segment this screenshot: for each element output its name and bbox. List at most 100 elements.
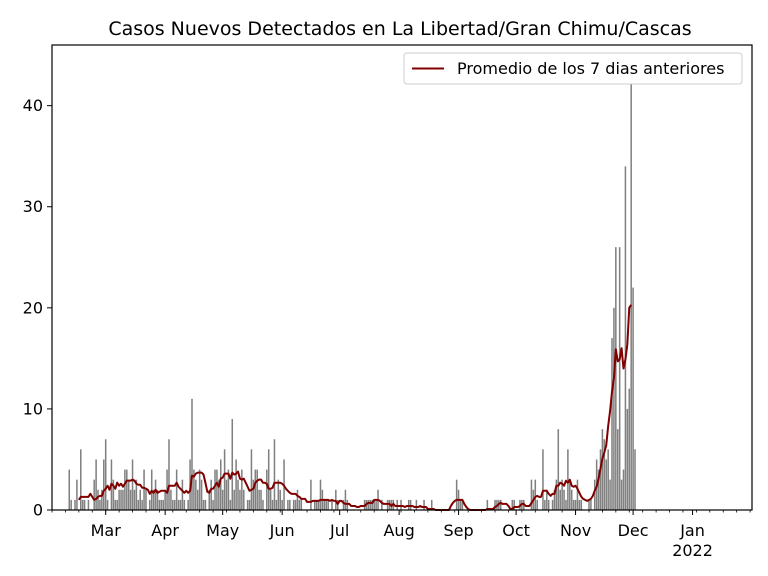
bar	[97, 489, 99, 510]
bar	[145, 489, 147, 510]
average-line	[78, 304, 633, 511]
bar	[137, 499, 140, 510]
bar	[298, 499, 301, 510]
bar	[129, 489, 132, 510]
x-tick-label: May	[206, 521, 239, 540]
bar	[200, 479, 203, 510]
bar	[74, 499, 76, 510]
bar	[83, 499, 86, 510]
bar	[267, 449, 270, 510]
bar	[325, 499, 328, 510]
bar	[139, 489, 141, 510]
bar	[371, 499, 374, 510]
legend: Promedio de los 7 dias anteriores	[403, 52, 743, 85]
bar	[218, 479, 220, 510]
bar	[233, 489, 235, 510]
bar	[103, 459, 105, 510]
bar	[133, 489, 136, 510]
bar	[99, 499, 101, 510]
bar	[415, 499, 418, 510]
bar	[547, 499, 550, 510]
bar	[271, 499, 274, 510]
bar	[593, 479, 596, 510]
bar	[158, 499, 161, 510]
bar	[611, 338, 613, 510]
bar	[95, 459, 97, 510]
bar	[154, 479, 157, 510]
bar	[576, 479, 579, 510]
bar	[150, 469, 153, 510]
bar	[342, 499, 345, 510]
bar	[114, 499, 117, 510]
bar	[574, 499, 577, 510]
bar	[216, 469, 218, 510]
bar	[196, 489, 199, 510]
bar	[409, 499, 412, 510]
bar	[160, 499, 163, 510]
bar	[68, 469, 71, 510]
bar	[618, 247, 621, 511]
bar	[143, 469, 145, 510]
bar	[570, 489, 573, 510]
x-tick-label: Jan	[679, 521, 705, 540]
bar	[336, 499, 339, 510]
bar	[127, 479, 130, 510]
bar	[241, 469, 243, 510]
bar	[300, 499, 303, 510]
bar	[597, 469, 600, 510]
y-tick-label: 0	[33, 501, 43, 520]
bar	[632, 287, 634, 510]
bar	[81, 499, 84, 510]
bar	[459, 499, 462, 510]
bar	[346, 499, 349, 510]
bar	[141, 499, 143, 510]
plot-frame	[51, 44, 753, 511]
bar	[455, 479, 458, 510]
bar	[430, 499, 433, 510]
y-tick-label: 10	[23, 399, 43, 418]
bar	[551, 499, 554, 510]
bar	[112, 479, 115, 510]
bar	[256, 469, 258, 510]
bar	[561, 479, 563, 510]
bar	[104, 439, 107, 510]
bar	[149, 499, 151, 510]
bar	[486, 499, 489, 510]
bar	[70, 499, 72, 510]
bar	[555, 479, 558, 510]
bar	[511, 499, 514, 510]
bar	[375, 499, 377, 510]
bar	[628, 388, 631, 510]
bar	[289, 499, 291, 510]
x-tick-label: Jun	[269, 521, 295, 540]
bar	[494, 499, 496, 510]
bar	[277, 479, 280, 510]
bar	[622, 469, 625, 510]
bar	[202, 499, 205, 510]
bar	[553, 489, 556, 510]
bar	[609, 479, 611, 510]
bar	[281, 499, 283, 510]
bar	[620, 479, 623, 510]
y-tick-label: 30	[23, 197, 43, 216]
x-tick-label: Mar	[91, 521, 122, 540]
bar	[634, 449, 636, 510]
bar	[331, 499, 333, 510]
bar	[400, 499, 402, 510]
bar	[369, 499, 372, 510]
bar	[559, 489, 561, 510]
bar	[563, 489, 565, 510]
bar	[590, 499, 592, 510]
bar	[319, 479, 322, 510]
bar	[588, 499, 590, 510]
bar	[179, 499, 182, 510]
x-tick-label: Apr	[151, 521, 179, 540]
bar	[534, 479, 537, 510]
bar	[87, 499, 90, 510]
chart-title: Casos Nuevos Detectados en La Libertad/G…	[108, 18, 691, 40]
bar	[294, 499, 297, 510]
bar	[198, 469, 201, 510]
bar	[258, 489, 260, 510]
bar	[212, 499, 214, 510]
